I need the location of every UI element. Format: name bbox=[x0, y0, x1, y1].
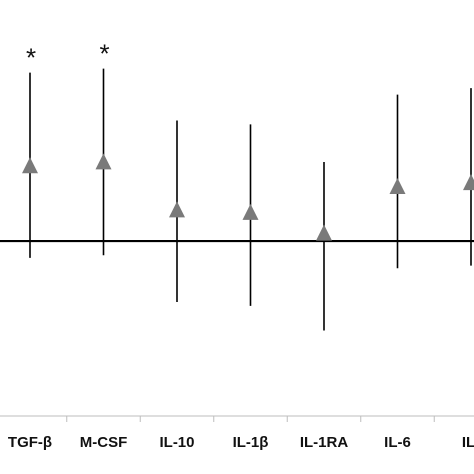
markers-layer bbox=[22, 153, 474, 241]
triangle-marker-2 bbox=[169, 201, 185, 218]
triangle-marker-1 bbox=[95, 153, 112, 170]
x-tick-label-6: IL- bbox=[462, 434, 474, 451]
x-tick-label-4: IL-1RA bbox=[300, 434, 349, 451]
triangle-marker-5 bbox=[389, 177, 406, 194]
x-axis bbox=[0, 415, 474, 422]
x-tick-label-0: TGF-β bbox=[8, 434, 52, 451]
x-tick-label-1: M-CSF bbox=[80, 434, 128, 451]
significance-star-1: * bbox=[99, 39, 109, 69]
x-tick-labels: TGF-β M-CSF IL-10 IL-1β IL-1RA IL-6 IL- bbox=[8, 434, 474, 451]
significance-layer: * * bbox=[26, 39, 110, 73]
x-tick-label-3: IL-1β bbox=[233, 434, 269, 451]
significance-star-0: * bbox=[26, 43, 36, 73]
error-bars-layer bbox=[29, 68, 472, 331]
x-tick-label-5: IL-6 bbox=[384, 434, 411, 451]
triangle-marker-6 bbox=[463, 174, 474, 191]
triangle-marker-4 bbox=[316, 224, 332, 241]
triangle-marker-3 bbox=[242, 203, 259, 220]
triangle-marker-0 bbox=[22, 157, 38, 174]
x-tick-label-2: IL-10 bbox=[159, 434, 194, 451]
